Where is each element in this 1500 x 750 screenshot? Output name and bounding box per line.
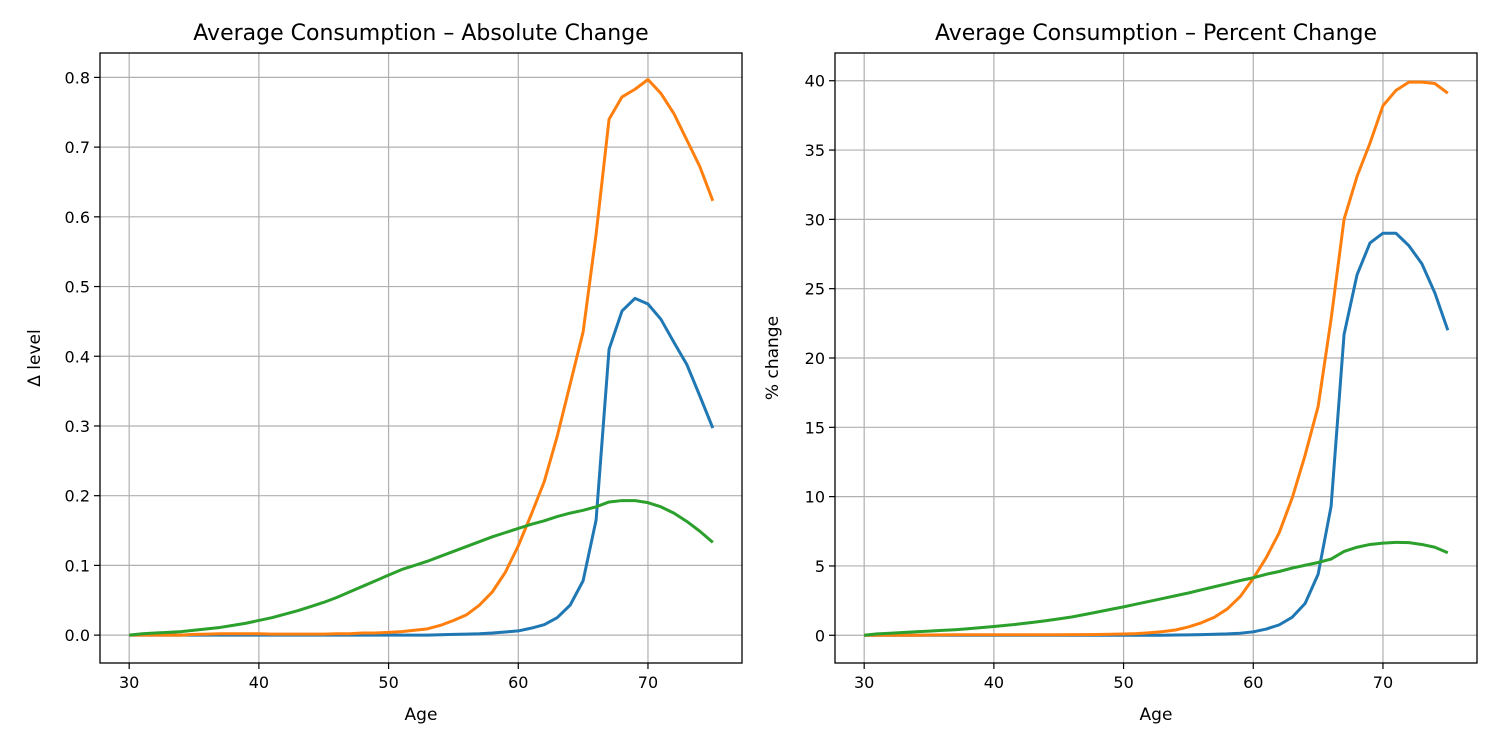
chart-title: Average Consumption – Absolute Change <box>193 21 648 46</box>
plot-frame <box>99 52 743 664</box>
y-tick-label: 25 <box>805 280 825 299</box>
x-tick-label: 60 <box>1243 673 1263 692</box>
x-tick-label: 70 <box>638 673 658 692</box>
y-tick-label: 0.7 <box>65 138 90 157</box>
chart-title: Average Consumption – Percent Change <box>935 21 1377 46</box>
y-tick-label: 0.0 <box>65 626 90 645</box>
series-line-1 <box>129 296 715 637</box>
y-tick-label: 30 <box>805 210 825 229</box>
y-axis-label: Δ level <box>25 329 45 386</box>
y-tick-label: 40 <box>805 72 825 91</box>
x-tick-label: 40 <box>984 673 1004 692</box>
gridlines <box>835 53 1477 663</box>
series-line-1 <box>864 231 1450 637</box>
y-tick-label: 15 <box>805 418 825 437</box>
x-tick-label: 60 <box>508 673 528 692</box>
series-line-2 <box>864 80 1449 637</box>
chart-absolute-change: Average Consumption – Absolute Change Ag… <box>25 21 743 725</box>
x-tick-label: 40 <box>249 673 269 692</box>
x-tick-label: 50 <box>378 673 398 692</box>
y-tick-label: 0.6 <box>65 208 90 227</box>
chart-percent-change: Average Consumption – Percent Change Age… <box>763 21 1478 725</box>
x-tick-label: 30 <box>854 673 874 692</box>
y-tick-label: 5 <box>815 557 825 576</box>
y-tick-label: 20 <box>805 349 825 368</box>
series-line-2 <box>129 77 715 637</box>
y-tick-label: 0.5 <box>65 278 90 297</box>
series-line-3 <box>864 540 1449 637</box>
x-axis-label: Age <box>405 705 438 725</box>
x-tick-label: 50 <box>1113 673 1133 692</box>
series-line-3 <box>129 499 714 637</box>
y-tick-label: 0 <box>815 626 825 645</box>
y-tick-label: 0.1 <box>65 556 90 575</box>
x-axis-label: Age <box>1140 705 1173 725</box>
y-tick-label: 0.3 <box>65 417 90 436</box>
y-tick-label: 35 <box>805 141 825 160</box>
y-tick-label: 0.2 <box>65 487 90 506</box>
x-tick-label: 70 <box>1373 673 1393 692</box>
y-tick-label: 0.4 <box>65 347 90 366</box>
gridlines <box>100 53 742 663</box>
y-tick-label: 0.8 <box>65 68 90 87</box>
y-tick-label: 10 <box>805 488 825 507</box>
x-tick-label: 30 <box>119 673 139 692</box>
y-axis-label: % change <box>763 316 783 400</box>
